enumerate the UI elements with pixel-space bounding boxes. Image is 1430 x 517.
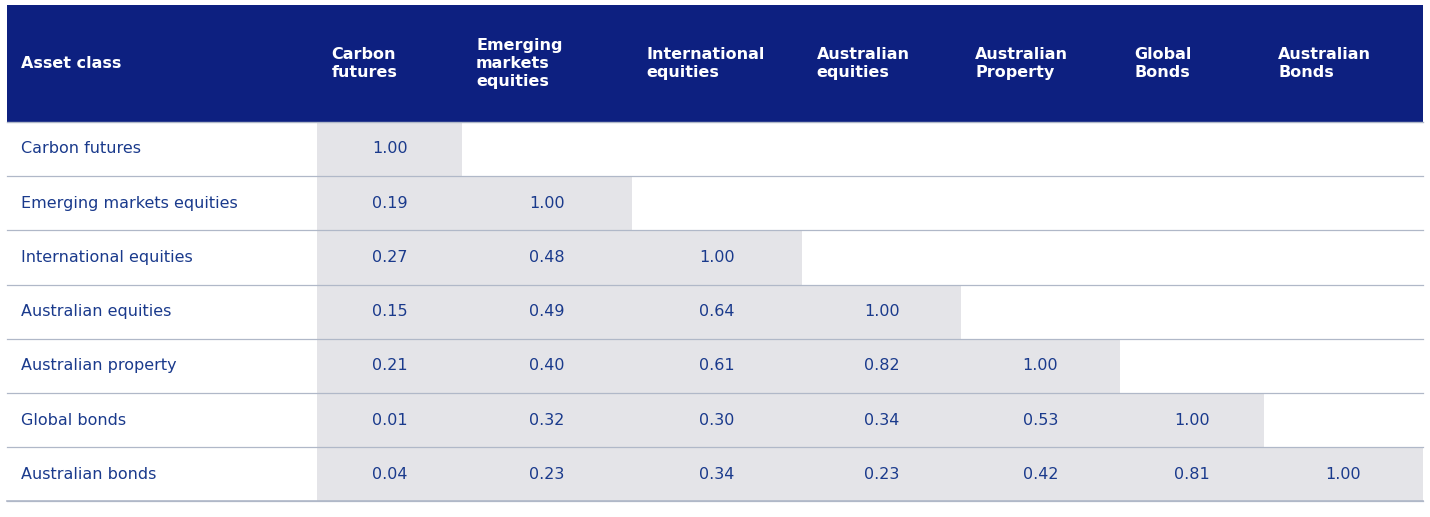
Bar	[7, 447, 1423, 501]
Bar	[317, 393, 1264, 447]
Text: 0.42: 0.42	[1022, 467, 1058, 482]
Bar	[317, 122, 462, 176]
Text: 0.40: 0.40	[529, 358, 565, 373]
Text: Carbon futures: Carbon futures	[21, 142, 142, 157]
Text: 1.00: 1.00	[372, 142, 408, 157]
Text: 0.61: 0.61	[699, 358, 735, 373]
Bar	[7, 393, 1423, 447]
Text: Australian
equities: Australian equities	[817, 47, 909, 80]
Bar	[317, 447, 1423, 501]
Bar	[317, 230, 802, 284]
Bar	[7, 122, 1423, 176]
Text: 0.34: 0.34	[864, 413, 899, 428]
Text: 0.21: 0.21	[372, 358, 408, 373]
Text: 0.49: 0.49	[529, 304, 565, 319]
Text: International equities: International equities	[21, 250, 193, 265]
Bar	[317, 284, 961, 339]
Text: Australian
Bonds: Australian Bonds	[1278, 47, 1371, 80]
Text: 0.34: 0.34	[699, 467, 735, 482]
Text: 0.01: 0.01	[372, 413, 408, 428]
Text: 0.23: 0.23	[529, 467, 565, 482]
Text: Australian equities: Australian equities	[21, 304, 172, 319]
Text: Global bonds: Global bonds	[21, 413, 127, 428]
Text: Asset class: Asset class	[21, 56, 122, 71]
Bar	[7, 284, 1423, 339]
Text: 1.00: 1.00	[699, 250, 735, 265]
Text: 1.00: 1.00	[529, 195, 565, 210]
Text: Emerging
markets
equities: Emerging markets equities	[476, 38, 562, 89]
Text: 0.32: 0.32	[529, 413, 565, 428]
Text: Australian
Property: Australian Property	[975, 47, 1068, 80]
Bar	[7, 5, 1423, 122]
Text: 0.15: 0.15	[372, 304, 408, 319]
Text: 1.00: 1.00	[1326, 467, 1361, 482]
Text: Carbon
futures: Carbon futures	[332, 47, 398, 80]
Text: International
equities: International equities	[646, 47, 765, 80]
Text: 0.27: 0.27	[372, 250, 408, 265]
Text: 1.00: 1.00	[1022, 358, 1058, 373]
Bar	[7, 176, 1423, 230]
Text: Emerging markets equities: Emerging markets equities	[21, 195, 239, 210]
Bar	[7, 339, 1423, 393]
Text: 0.81: 0.81	[1174, 467, 1210, 482]
Text: 0.23: 0.23	[864, 467, 899, 482]
Bar	[317, 339, 1120, 393]
Text: Global
Bonds: Global Bonds	[1134, 47, 1191, 80]
Text: 0.48: 0.48	[529, 250, 565, 265]
Bar	[317, 176, 632, 230]
Text: Australian property: Australian property	[21, 358, 177, 373]
Text: Australian bonds: Australian bonds	[21, 467, 157, 482]
Text: 0.04: 0.04	[372, 467, 408, 482]
Text: 1.00: 1.00	[1174, 413, 1210, 428]
Text: 0.82: 0.82	[864, 358, 899, 373]
Bar	[7, 230, 1423, 284]
Text: 0.30: 0.30	[699, 413, 735, 428]
Text: 1.00: 1.00	[864, 304, 899, 319]
Text: 0.64: 0.64	[699, 304, 735, 319]
Text: 0.19: 0.19	[372, 195, 408, 210]
Text: 0.53: 0.53	[1022, 413, 1058, 428]
